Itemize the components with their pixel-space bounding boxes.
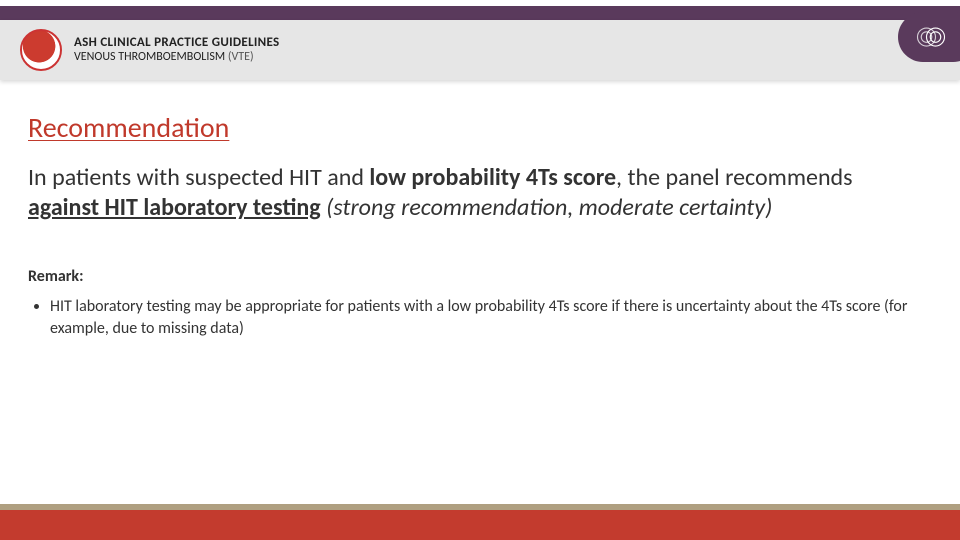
rec-bold1: low probability 4Ts score	[369, 163, 616, 192]
rec-bold2: against HIT laboratory testing	[28, 193, 321, 222]
header-subtitle-main: VENOUS THROMBOEMBOLISM	[74, 50, 225, 64]
ash-logo	[20, 29, 62, 71]
content-area: Recommendation In patients with suspecte…	[28, 110, 920, 345]
rec-mid: , the panel recommends	[616, 163, 853, 192]
header-subtitle: VENOUS THROMBOEMBOLISM (VTE)	[74, 51, 279, 64]
remark-item: HIT laboratory testing may be appropriat…	[50, 296, 920, 339]
corner-badge	[898, 12, 960, 62]
header-text-block: ASH CLINICAL PRACTICE GUIDELINES VENOUS …	[74, 36, 279, 63]
remark-heading: Remark:	[28, 267, 920, 286]
platelet-icon	[916, 22, 946, 52]
rec-prefix: In patients with suspected HIT and	[28, 163, 369, 192]
header-title: ASH CLINICAL PRACTICE GUIDELINES	[74, 36, 279, 50]
header-band: ASH CLINICAL PRACTICE GUIDELINES VENOUS …	[0, 20, 960, 80]
header-subtitle-paren: (VTE)	[228, 50, 254, 64]
footer-thick-bar	[0, 510, 960, 540]
recommendation-heading: Recommendation	[28, 110, 920, 145]
remark-list: HIT laboratory testing may be appropriat…	[28, 296, 920, 339]
top-stripe	[0, 6, 960, 20]
rec-italic: (strong recommendation, moderate certain…	[321, 193, 773, 222]
recommendation-body: In patients with suspected HIT and low p…	[28, 163, 920, 223]
